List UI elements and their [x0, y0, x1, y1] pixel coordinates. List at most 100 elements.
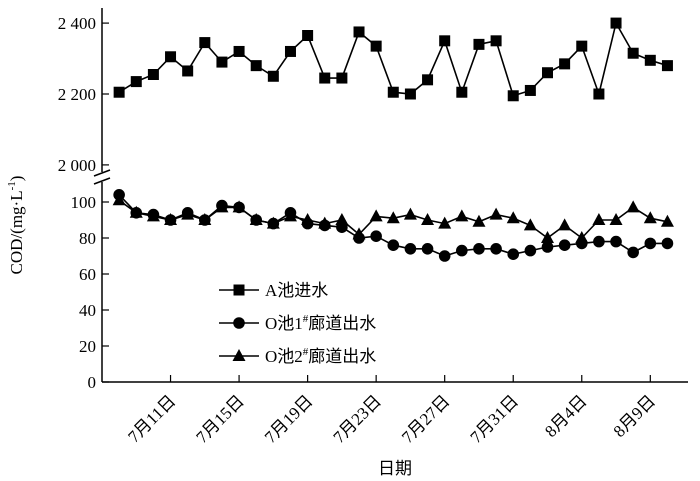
x-tick-label: 7月23日 [329, 391, 385, 447]
data-point [455, 209, 469, 222]
data-point [558, 239, 571, 251]
y-lower-tick-label: 40 [79, 301, 96, 320]
data-point [370, 230, 382, 242]
series-1 [113, 17, 673, 102]
data-point [404, 243, 417, 255]
y-upper-tick-label: 2 200 [58, 85, 96, 104]
data-point [541, 241, 554, 253]
y-upper-tick-label: 2 000 [58, 156, 96, 175]
chart-legend: A池进水 O池1#廊道出水 O池2#廊道出水 [219, 281, 376, 366]
data-point [421, 243, 434, 255]
legend-item: O池1#廊道出水 [219, 313, 376, 333]
data-point [489, 207, 503, 220]
data-point [610, 235, 622, 248]
series-line [118, 20, 668, 97]
data-point [507, 90, 519, 102]
data-point [319, 72, 331, 84]
legend-marker [232, 349, 246, 361]
data-point [283, 209, 297, 222]
data-point [524, 84, 536, 96]
data-point [421, 213, 435, 225]
data-point [593, 88, 605, 100]
legend-label: A池进水 [265, 281, 328, 300]
y-lower-tick-label: 20 [79, 337, 96, 356]
series-3 [112, 193, 674, 243]
data-point [576, 40, 588, 52]
x-axis-title: 日期 [378, 459, 412, 478]
data-point [130, 76, 142, 88]
data-point [592, 213, 606, 225]
data-point [370, 40, 382, 52]
axis-break-mark [93, 177, 111, 185]
data-point [146, 209, 160, 222]
data-point [524, 244, 537, 257]
x-tick-label: 7月31日 [467, 391, 523, 447]
data-point [506, 211, 520, 224]
data-point [216, 56, 228, 68]
data-point [644, 237, 657, 250]
data-point [267, 70, 279, 82]
data-point [472, 214, 486, 227]
data-point [559, 58, 571, 70]
data-point [353, 26, 365, 38]
data-point [456, 244, 468, 257]
data-point [250, 60, 262, 72]
x-tick-label: 7月11日 [124, 391, 179, 446]
legend-label: O池2#廊道出水 [265, 346, 376, 366]
data-point [644, 54, 656, 66]
data-point [112, 193, 126, 206]
data-point [336, 72, 348, 84]
data-point [541, 67, 553, 79]
legend-item: O池2#廊道出水 [219, 346, 376, 366]
data-point [456, 86, 468, 98]
data-point [610, 17, 622, 29]
data-point [627, 246, 639, 259]
data-point [301, 213, 315, 225]
data-point [318, 216, 332, 229]
data-point [404, 88, 416, 100]
data-point [249, 213, 263, 225]
data-point [627, 47, 639, 59]
data-point [165, 51, 177, 63]
y-upper-tick-label: 2 400 [58, 14, 96, 33]
data-point [661, 60, 673, 72]
data-point [369, 209, 383, 222]
data-point [490, 35, 502, 47]
data-point [181, 207, 195, 220]
data-point [386, 211, 400, 224]
data-point [438, 216, 452, 229]
data-point [302, 30, 314, 41]
data-point [473, 243, 485, 255]
data-point [593, 235, 605, 248]
data-point [507, 248, 520, 260]
data-point [182, 65, 194, 77]
data-point [490, 243, 502, 255]
data-point [215, 200, 229, 213]
data-point [558, 218, 572, 231]
y-lower-tick-label: 80 [79, 229, 96, 248]
data-point [233, 45, 245, 57]
data-point [266, 216, 280, 229]
data-point [335, 213, 349, 225]
data-point [661, 237, 674, 250]
legend-item: A池进水 [219, 281, 328, 300]
data-point [473, 38, 485, 50]
x-tick-label: 8月9日 [610, 391, 659, 440]
x-tick-label: 7月15日 [192, 391, 248, 447]
data-point [643, 211, 657, 224]
data-point [147, 69, 159, 80]
legend-label: O池1#廊道出水 [265, 313, 376, 333]
data-point [540, 231, 554, 243]
data-point [199, 37, 211, 49]
y-lower-tick-label: 0 [88, 373, 97, 392]
data-point [232, 200, 246, 213]
axis-break-mark [93, 169, 111, 177]
data-point [660, 214, 674, 227]
data-point [523, 218, 537, 231]
data-point [439, 35, 451, 47]
chart-axes [93, 8, 688, 383]
y-lower-tick-label: 60 [79, 265, 96, 284]
x-tick-label: 7月19日 [261, 391, 317, 447]
x-tick-label: 8月4日 [541, 391, 590, 440]
